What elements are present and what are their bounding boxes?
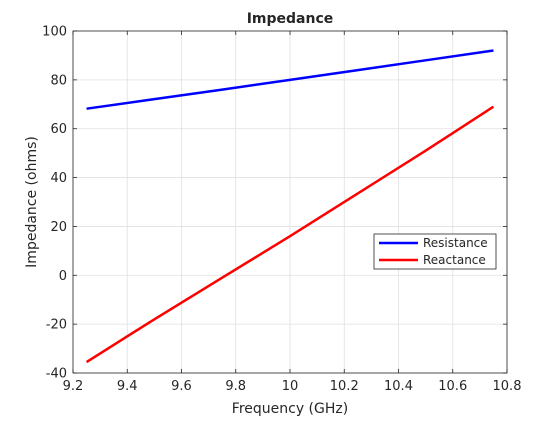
y-tick-label: 80 [50, 73, 67, 88]
y-tick-label: 20 [50, 220, 67, 235]
y-axis-label: Impedance (ohms) [24, 136, 40, 268]
y-tick-label: 0 [59, 269, 67, 284]
x-tick-label: 9.6 [171, 379, 192, 394]
x-tick-label: 10.2 [330, 379, 359, 394]
x-tick-label: 10.4 [384, 379, 413, 394]
x-tick-label: 9.4 [117, 379, 138, 394]
y-tick-label: 100 [42, 25, 67, 40]
x-tick-label: 10 [282, 379, 299, 394]
series-group [85, 49, 495, 364]
legend: Resistance Reactance [373, 233, 497, 270]
series-line-resistance [86, 49, 494, 110]
x-tick-label: 9.8 [225, 379, 246, 394]
y-tick-label: 60 [50, 122, 67, 137]
y-tick-label: 40 [50, 171, 67, 186]
series-line-reactance [85, 105, 495, 364]
x-axis-label: Frequency (GHz) [232, 401, 348, 417]
legend-label-reactance: Reactance [423, 253, 486, 267]
x-tick-label: 10.8 [493, 379, 522, 394]
legend-box [373, 233, 497, 270]
y-tick-label: -40 [46, 367, 67, 382]
legend-label-resistance: Resistance [423, 236, 488, 250]
y-tick-label: -20 [46, 318, 67, 333]
ticks: 9.2 9.4 9.6 9.8 10 10.2 10.4 10.6 10.8 -40 -20 0 20 4… [42, 25, 521, 395]
chart-title: Impedance [247, 11, 334, 27]
x-tick-label: 9.2 [63, 379, 84, 394]
x-tick-label: 10.6 [438, 379, 467, 394]
